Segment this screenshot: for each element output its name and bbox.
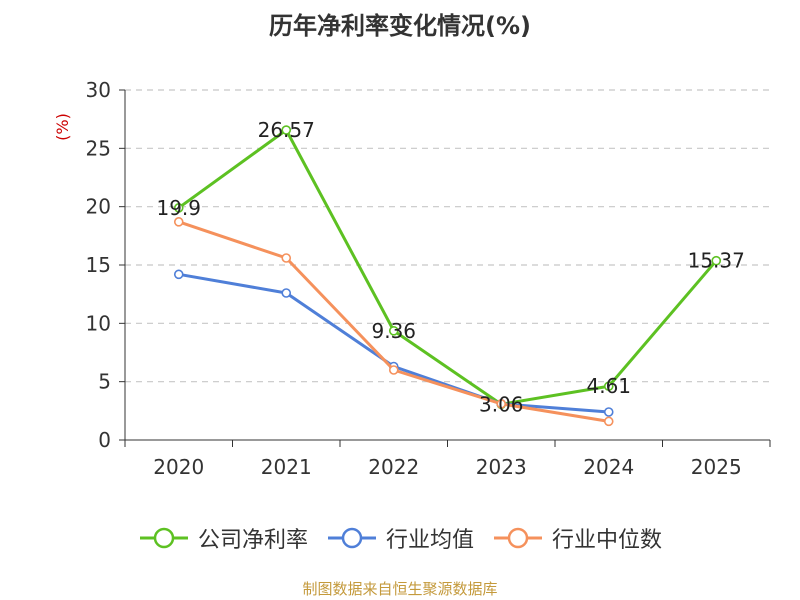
data-label: 4.61 [586,374,631,398]
series-lines [173,125,722,427]
y-tick-label: 25 [86,136,111,160]
data-label: 15.37 [688,249,745,273]
legend-marker-icon [327,527,376,549]
x-tick-label: 2023 [476,455,527,479]
x-tick-label: 2020 [153,455,204,479]
legend-marker-icon [139,527,188,549]
data-point [711,255,722,266]
data-point [603,381,614,392]
x-tick-label: 2022 [368,455,419,479]
source-note: 制图数据来自恒生聚源数据库 [302,580,498,598]
legend-marker-icon [494,527,542,549]
y-tick-label: 30 [86,78,111,102]
y-tick-label: 10 [86,311,111,335]
data-point [173,217,184,227]
data-label: 19.9 [156,196,201,220]
data-point [281,253,292,263]
data-point [388,365,399,375]
data-point [496,399,507,409]
data-label: 9.36 [371,319,416,343]
y-axis-label: (%) [53,113,72,141]
y-tick-label: 15 [86,253,111,277]
data-point [173,269,184,280]
data-point [173,203,184,213]
x-tick-label: 2025 [691,455,742,479]
data-point [603,416,614,427]
data-label: 3.06 [479,392,524,416]
legend-label: 公司净利率 [197,528,308,553]
x-tick-label: 2024 [583,455,634,479]
data-label: 26.57 [258,118,315,142]
legend: 公司净利率 行业均值 行业中位数 [0,520,800,556]
x-tick-label: 2021 [261,455,312,479]
legend-item[interactable]: 行业均值 [326,522,474,554]
series-line [177,128,718,406]
data-point [388,325,399,336]
legend-label: 行业均值 [385,528,474,553]
y-tick-label: 20 [86,195,111,219]
data-labels: 19.9 26.57 9.36 3.06 4.61 15.37 [156,118,744,416]
data-point [281,288,292,298]
data-point [603,407,614,417]
y-tick-label: 0 [98,428,111,452]
grid-lines [125,89,770,383]
data-point [281,125,292,135]
chart-title: 历年净利率变化情况(%) [269,12,531,40]
y-tick-label: 5 [98,370,111,394]
legend-label: 行业中位数 [552,528,663,553]
legend-item[interactable]: 公司净利率 [138,522,308,554]
series-line [178,272,609,414]
legend-item[interactable]: 行业中位数 [492,522,662,554]
